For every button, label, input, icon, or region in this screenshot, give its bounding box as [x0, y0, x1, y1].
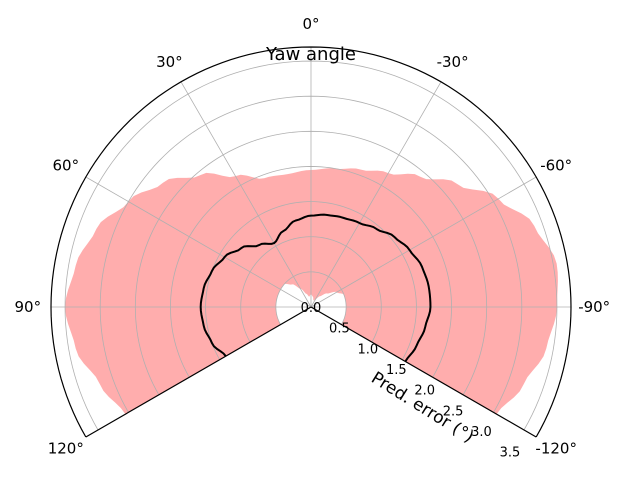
sector-edge	[85, 306, 312, 438]
radial-tick-label: 0.5	[329, 322, 350, 337]
polar-grid	[51, 47, 571, 431]
radial-tick-label: 0.0	[301, 301, 322, 316]
angle-tick-label: -30°	[437, 53, 469, 71]
angle-tick-label: 60°	[53, 156, 80, 174]
radial-tick-label: 2.0	[414, 384, 435, 399]
angle-tick-label: 30°	[156, 53, 183, 71]
error-range-band-layer	[65, 168, 558, 415]
radial-tick-label: 1.5	[386, 363, 407, 378]
angle-tick-label: -90°	[578, 298, 610, 316]
outer-arc	[50, 46, 572, 438]
angle-tick-label: -120°	[535, 440, 577, 458]
angle-tick-labels: 0° 30° -30° 60° -60° 90° -90° 120° -120°	[15, 15, 611, 458]
angle-tick-label: 90°	[15, 298, 42, 316]
error-range-band	[65, 168, 558, 415]
radial-tick-label: 3.0	[471, 425, 492, 440]
radial-tick-labels: 0.0 0.5 1.0 1.5 2.0 2.5 3.0 3.5	[301, 301, 521, 461]
chart-title: Yaw angle	[265, 44, 356, 65]
polar-frame	[50, 46, 572, 438]
radial-tick-label: 2.5	[443, 404, 464, 419]
radial-tick-label: 3.5	[500, 446, 521, 461]
sector-edge	[310, 306, 537, 438]
angular-gridline	[310, 81, 442, 308]
angle-tick-label: 0°	[302, 15, 319, 33]
radial-tick-label: 1.0	[357, 342, 378, 357]
angle-tick-label: -60°	[540, 156, 572, 174]
median-error-line	[199, 213, 432, 363]
angular-gridline	[85, 176, 312, 308]
angle-tick-label: 120°	[48, 440, 84, 458]
median-error-line-layer	[199, 213, 432, 363]
angular-gridline	[180, 81, 312, 308]
angular-gridline	[310, 176, 537, 308]
